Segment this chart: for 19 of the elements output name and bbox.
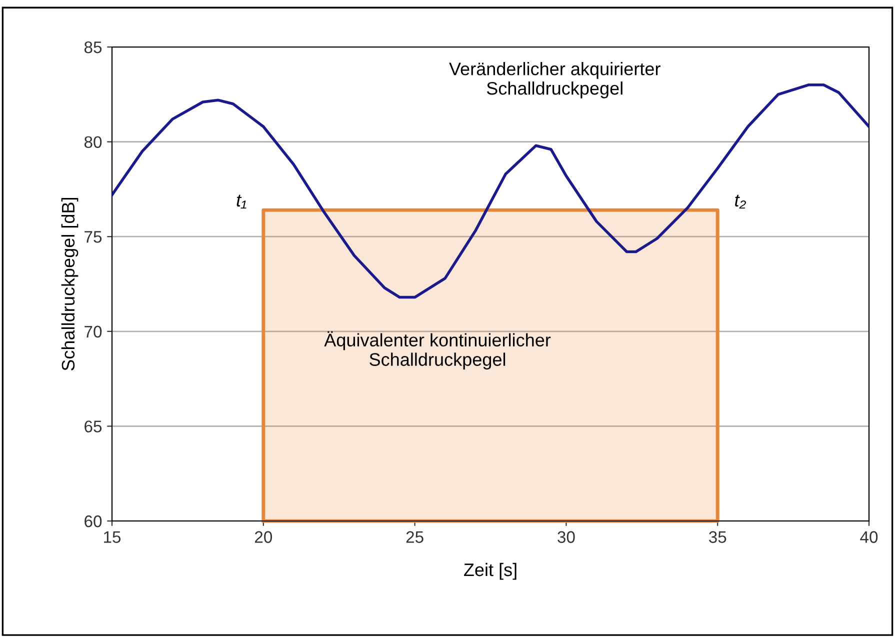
- y-tick-label: 70: [84, 326, 102, 338]
- annotation: t₁: [236, 194, 246, 209]
- y-tick-label: 65: [84, 420, 102, 432]
- x-tick-label: 25: [406, 531, 424, 543]
- y-axis-title: Schalldruckpegel [dB]: [61, 198, 78, 370]
- y-tick-label: 85: [84, 41, 102, 54]
- y-tick-label: 75: [84, 231, 102, 243]
- y-tick-label: 80: [84, 136, 102, 148]
- annotation: Veränderlicher akquirierter Schalldruckpegel: [449, 62, 660, 98]
- y-tick-label: 60: [84, 515, 102, 528]
- x-tick-label: 30: [558, 531, 575, 543]
- x-tick-label: 40: [860, 531, 878, 543]
- x-axis-title: Zeit [s]: [464, 562, 516, 580]
- x-tick-label: 35: [708, 531, 726, 543]
- line-series: [112, 84, 869, 299]
- annotation: t₂: [735, 194, 746, 209]
- annotation: Äquivalenter kontinuierlicher Schalldruckpegel: [324, 331, 551, 370]
- x-tick-label: 15: [104, 531, 121, 543]
- x-tick-label: 20: [254, 531, 272, 543]
